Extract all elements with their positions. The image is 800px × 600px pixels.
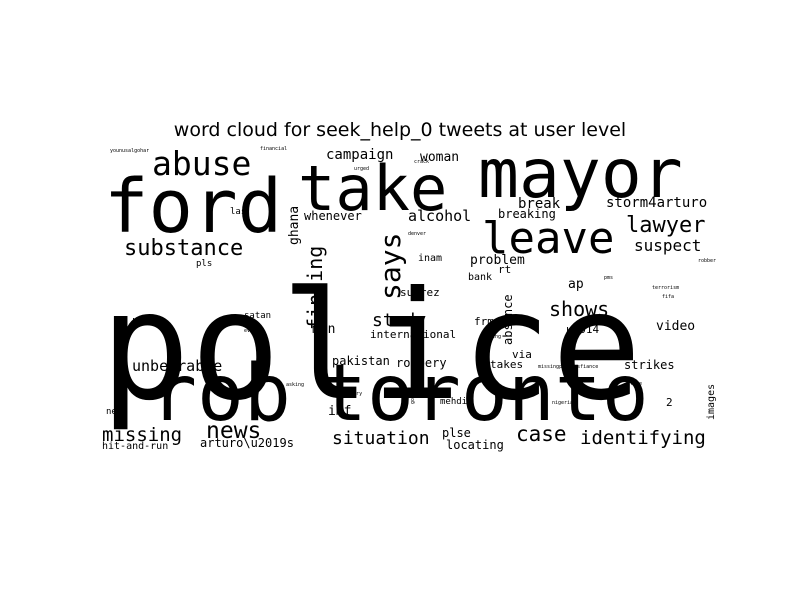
word-40: arturo\u2019s xyxy=(200,436,294,450)
word-39: inam xyxy=(418,253,442,264)
word-20: storm4arturo xyxy=(606,195,707,211)
chart-title: word cloud for seek_help_0 tweets at use… xyxy=(173,119,627,141)
word-41: locating xyxy=(446,438,504,452)
word-63: robber xyxy=(698,258,716,264)
word-34: takes xyxy=(490,358,523,371)
word-58: 2 xyxy=(666,396,673,409)
word-54: hit-and-run xyxy=(102,441,168,452)
word-19: alcohol xyxy=(408,207,471,225)
word-45: via xyxy=(512,348,532,361)
word-68: nigeria xyxy=(552,400,573,406)
word-70: denver xyxy=(408,231,426,237)
word-6: leave xyxy=(482,213,614,264)
word-16: shows xyxy=(549,297,609,321)
word-49: u2014 xyxy=(566,323,599,336)
word-21: suspect xyxy=(634,236,701,255)
word-1: toronto xyxy=(320,349,649,439)
word-65: pms xyxy=(604,275,613,281)
word-59: younusalgohar xyxy=(110,148,149,154)
word-15: situation xyxy=(332,428,430,449)
word-46: bank xyxy=(468,272,492,283)
word-13: case xyxy=(516,422,567,446)
word-61: urged xyxy=(354,166,369,172)
word-73: evil xyxy=(244,328,256,334)
word-27: whenever xyxy=(304,209,362,223)
word-17: study xyxy=(372,310,426,331)
word-67: terrorism xyxy=(652,285,679,291)
word-52: las xyxy=(230,207,246,217)
word-12: missing xyxy=(102,424,182,446)
word-51: satan xyxy=(244,311,271,321)
word-7: abuse xyxy=(152,144,251,183)
word-35: strikes xyxy=(624,358,675,372)
word-5: ford xyxy=(104,164,282,250)
word-48: ap xyxy=(568,277,584,292)
word-29: problem xyxy=(470,253,525,268)
word-32: robbery xyxy=(396,356,447,370)
word-75: missingpersonsfiance xyxy=(538,364,598,370)
word-57: pls xyxy=(196,259,212,269)
word-18: finding xyxy=(303,246,327,330)
word-14: identifying xyxy=(580,427,706,449)
word-8: says xyxy=(374,233,407,300)
word-30: video xyxy=(656,319,695,334)
word-69: fifa xyxy=(662,294,674,300)
word-9: lawyer xyxy=(626,213,705,238)
word-60: financial xyxy=(260,146,287,152)
word-47: rt xyxy=(498,263,511,276)
word-53: new xyxy=(106,407,123,417)
word-28: ghana xyxy=(287,206,302,245)
word-38: suarez xyxy=(400,286,440,299)
word-31: international xyxy=(370,328,456,341)
word-72: asking xyxy=(286,382,304,388)
word-4: take xyxy=(298,152,447,225)
word-42: plse xyxy=(442,426,471,440)
word-62: crack xyxy=(414,159,429,165)
word-26: breaking xyxy=(498,207,556,221)
word-56: mehdi xyxy=(440,397,467,407)
word-36: imf xyxy=(328,404,351,419)
word-25: break xyxy=(518,196,561,212)
word-43: frm xyxy=(474,315,494,328)
word-10: substance xyxy=(124,236,243,261)
word-50: u201c xyxy=(132,314,165,327)
word-66: tracing xyxy=(480,334,501,340)
word-44: absence xyxy=(501,294,515,345)
word-3: mayor xyxy=(478,135,683,214)
word-23: campaign xyxy=(326,147,393,163)
word-37: man xyxy=(312,322,335,337)
word-2: rob xyxy=(150,349,291,439)
word-76: face xyxy=(630,381,642,387)
word-24: woman xyxy=(420,150,459,165)
word-0: police xyxy=(100,260,642,434)
word-22: unbearable xyxy=(132,357,222,375)
word-55: images xyxy=(706,384,717,420)
word-71: burglary xyxy=(338,391,362,397)
word-74: fund xyxy=(490,388,502,394)
word-33: pakistan xyxy=(332,354,390,368)
word-11: news xyxy=(206,418,261,444)
word-64: gohar xyxy=(410,389,416,404)
